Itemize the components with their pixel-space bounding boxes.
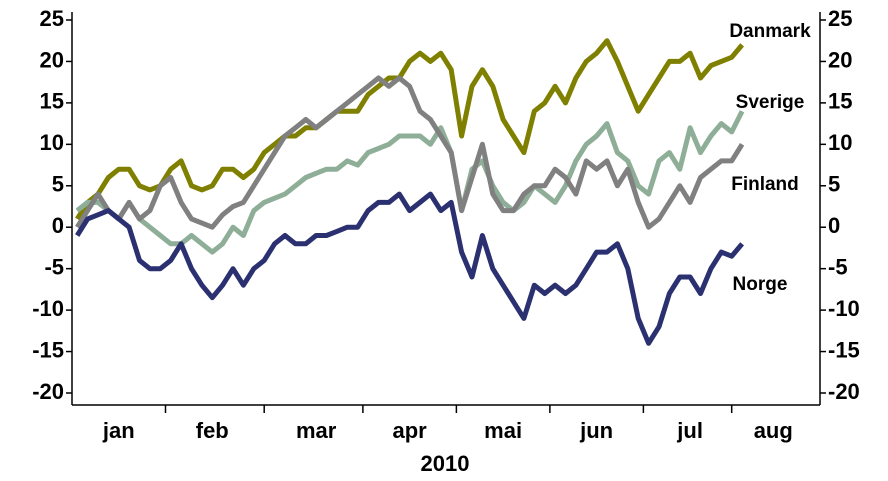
- x-tick-label: mai: [484, 418, 522, 443]
- y-tick-label: 10: [40, 130, 64, 155]
- x-tick-label: jun: [579, 418, 613, 443]
- legend-label: Norge: [733, 274, 788, 295]
- x-tick-label: mar: [296, 418, 337, 443]
- y2-tick-label: -10: [828, 296, 860, 321]
- legend-label: Sverige: [736, 92, 805, 113]
- y2-tick-label: 20: [828, 47, 852, 72]
- x-axis-label: 2010: [421, 451, 470, 476]
- y-tick-label: -15: [32, 337, 64, 362]
- y-tick-label: 5: [52, 172, 64, 197]
- y-tick-label: 25: [40, 6, 64, 31]
- y2-tick-label: 5: [828, 172, 840, 197]
- y-tick-label: 15: [40, 89, 64, 114]
- x-tick-label: aug: [754, 418, 793, 443]
- y2-tick-label: -5: [828, 254, 848, 279]
- y2-tick-label: 25: [828, 6, 852, 31]
- y2-tick-label: 10: [828, 130, 852, 155]
- y2-tick-label: -20: [828, 379, 860, 404]
- x-tick-label: jul: [676, 418, 703, 443]
- x-tick-label: apr: [393, 418, 428, 443]
- y-tick-label: -5: [44, 254, 64, 279]
- x-tick-label: jan: [102, 418, 135, 443]
- y-tick-label: 20: [40, 47, 64, 72]
- y-tick-label: -10: [32, 296, 64, 321]
- series-line: [75, 191, 745, 346]
- legend-label: Finland: [731, 174, 799, 195]
- legend-label: Danmark: [729, 21, 811, 42]
- series-line: [75, 110, 745, 255]
- y-tick-label: 0: [52, 213, 64, 238]
- series-line: [75, 38, 745, 221]
- x-tick-label: feb: [196, 418, 229, 443]
- y2-tick-label: 0: [828, 213, 840, 238]
- y2-tick-label: 15: [828, 89, 852, 114]
- series-line: [75, 75, 745, 230]
- y-tick-label: -20: [32, 379, 64, 404]
- y2-tick-label: -15: [828, 337, 860, 362]
